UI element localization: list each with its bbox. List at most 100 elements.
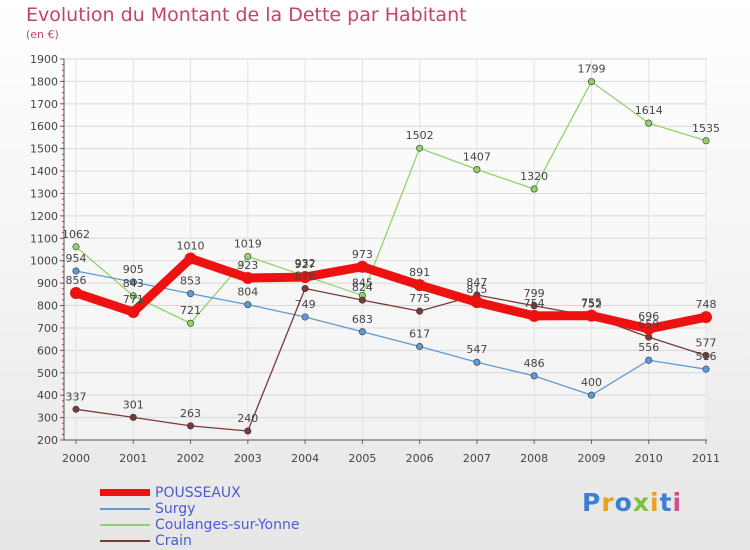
y-tick-label: 800 (37, 300, 58, 313)
x-tick-label: 2004 (291, 452, 319, 465)
logo-letter: i (672, 488, 683, 517)
data-label: 954 (66, 252, 87, 265)
data-label: 845 (352, 276, 373, 289)
y-tick-label: 1100 (30, 232, 58, 245)
data-point (587, 78, 595, 86)
data-point (645, 356, 653, 364)
data-label: 696 (638, 310, 659, 323)
data-point (187, 319, 195, 327)
legend-swatch (100, 508, 150, 510)
data-point (129, 292, 137, 300)
data-label: 337 (66, 390, 87, 403)
data-point (585, 309, 598, 322)
data-point (700, 311, 712, 324)
y-tick-label: 1500 (30, 143, 58, 156)
legend-swatch (100, 524, 150, 526)
data-label: 799 (524, 287, 545, 300)
logo-letter: o (614, 488, 633, 517)
data-point (72, 405, 80, 413)
y-tick-label: 700 (37, 322, 58, 335)
data-label: 749 (295, 298, 316, 311)
data-point (642, 322, 655, 335)
data-label: 683 (352, 313, 373, 326)
data-point (645, 119, 653, 127)
data-point (184, 252, 197, 265)
y-tick-label: 1900 (30, 53, 58, 66)
y-tick-label: 500 (37, 367, 58, 380)
data-label: 516 (696, 350, 717, 363)
x-tick-label: 2010 (635, 452, 663, 465)
legend-label: Coulanges-sur-Yonne (155, 517, 300, 533)
y-tick-label: 1000 (30, 255, 58, 268)
data-point (72, 243, 80, 251)
data-point (72, 267, 80, 275)
y-tick-label: 300 (37, 412, 58, 425)
data-label: 815 (466, 283, 487, 296)
data-point (645, 333, 653, 341)
data-point (470, 296, 483, 309)
legend-swatch (100, 489, 150, 496)
data-point (244, 301, 252, 309)
data-label: 400 (581, 376, 602, 389)
data-label: 547 (466, 343, 487, 356)
data-point (530, 372, 538, 380)
y-tick-label: 1300 (30, 187, 58, 200)
x-tick-label: 2009 (577, 452, 605, 465)
legend-label: Surgy (155, 501, 196, 517)
data-label: 556 (638, 341, 659, 354)
data-point (530, 302, 538, 310)
data-point (416, 144, 424, 152)
data-label: 847 (466, 276, 487, 289)
logo-letter: P (582, 488, 602, 517)
data-label: 301 (123, 398, 144, 411)
series-line (75, 80, 707, 324)
data-point (244, 252, 252, 260)
data-point (528, 309, 541, 322)
x-tick-label: 2011 (692, 452, 720, 465)
data-label: 856 (66, 274, 87, 287)
x-tick-label: 2007 (463, 452, 491, 465)
data-point (187, 422, 195, 430)
data-point (129, 278, 137, 286)
x-tick-label: 2003 (234, 452, 262, 465)
x-tick-label: 2005 (348, 452, 376, 465)
data-point (702, 365, 710, 373)
data-label: 927 (295, 258, 316, 271)
legend-label: POUSSEAUX (155, 485, 241, 501)
chart-title: Evolution du Montant de la Dette par Hab… (26, 4, 467, 26)
proxiti-logo[interactable]: Proxiti (582, 488, 682, 517)
data-label: 804 (237, 286, 258, 299)
data-point (587, 391, 595, 399)
series-lines (70, 78, 712, 435)
grid (64, 58, 707, 441)
data-point (301, 284, 309, 292)
y-tick-label: 1200 (30, 210, 58, 223)
legend-label: Crain (155, 533, 192, 549)
data-label: 923 (237, 259, 258, 272)
y-tick-label: 400 (37, 389, 58, 402)
data-point (416, 343, 424, 351)
x-tick-label: 2001 (119, 452, 147, 465)
logo-letter: x (632, 488, 650, 517)
data-point (356, 260, 369, 273)
data-point (530, 185, 538, 193)
data-point (473, 165, 481, 173)
data-point (187, 290, 195, 298)
data-label: 617 (409, 328, 430, 341)
data-point (129, 413, 137, 421)
x-tick-label: 2008 (520, 452, 548, 465)
data-label: 973 (352, 248, 373, 261)
data-label: 1799 (577, 63, 605, 76)
data-label: 754 (524, 297, 545, 310)
data-point (241, 271, 254, 284)
logo-letter: r (601, 488, 615, 517)
data-label: 1535 (692, 122, 720, 135)
data-label: 775 (409, 292, 430, 305)
data-label: 932 (295, 257, 316, 270)
y-tick-label: 600 (37, 344, 58, 357)
data-label: 486 (524, 357, 545, 370)
chart-unit-label: (en €) (26, 28, 59, 41)
data-point (70, 286, 82, 299)
data-point (301, 313, 309, 321)
